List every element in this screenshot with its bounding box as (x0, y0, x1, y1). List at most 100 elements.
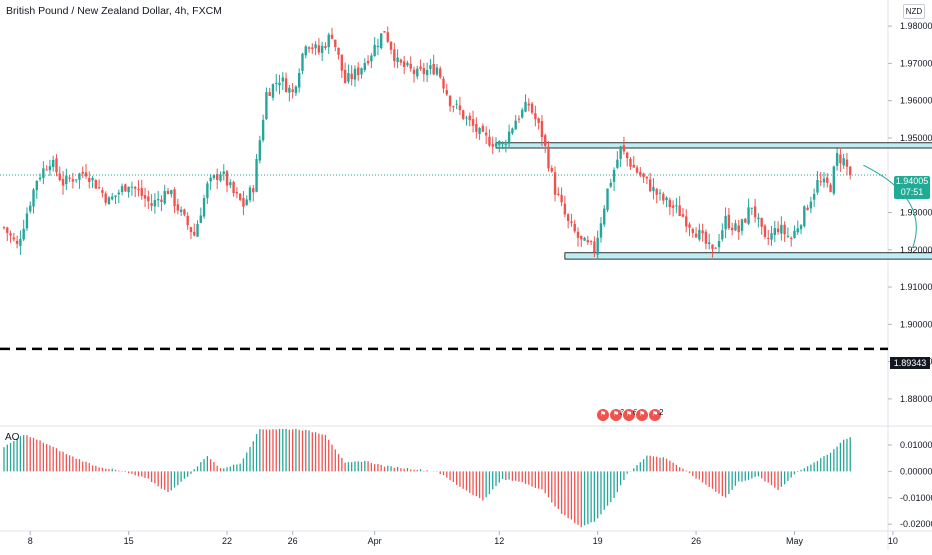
currency-badge[interactable]: NZD (903, 4, 925, 19)
candle-body (694, 233, 698, 238)
economic-events[interactable]: ⚑⚑3⚑6⚑⚑2 (596, 408, 666, 422)
candle-body (196, 223, 199, 237)
candle-body (566, 214, 570, 222)
zone-rectangle-2[interactable] (564, 252, 932, 260)
candle-body (12, 237, 16, 240)
candle-body (104, 193, 107, 203)
price-tick-label: 1.88000 (900, 394, 932, 404)
candle-body (406, 62, 409, 66)
candle-body (465, 117, 468, 119)
candle-body (524, 101, 527, 112)
price-tick-label: 1.91000 (900, 282, 932, 292)
candle-body (252, 188, 255, 193)
candle-body (166, 190, 170, 195)
candle-body (94, 179, 98, 189)
candle-body (393, 49, 396, 62)
candle-body (107, 197, 111, 205)
candle-body (517, 118, 521, 120)
candle-body (55, 158, 58, 173)
candle-body (708, 242, 711, 245)
candle-body (645, 176, 649, 179)
candle-body (491, 144, 494, 147)
candle-body (255, 158, 258, 192)
candle-body (399, 59, 403, 63)
candle-body (553, 172, 557, 195)
candle-body (42, 168, 45, 179)
candle-body (268, 92, 271, 96)
flag-icon[interactable]: ⚑ (648, 408, 662, 422)
candle-body (563, 203, 567, 215)
time-tick-label: 26 (288, 536, 298, 546)
candle-body (307, 47, 311, 49)
candle-body (173, 189, 176, 207)
candle-body (373, 44, 376, 57)
candle-body (111, 196, 114, 200)
candle-body (366, 60, 370, 64)
chart-title: British Pound / New Zealand Dollar, 4h, … (6, 5, 222, 17)
candle-body (819, 181, 822, 183)
candle-body (357, 67, 360, 76)
candle-body (452, 106, 455, 108)
candle-body (288, 87, 291, 93)
projection-arc[interactable] (863, 164, 917, 249)
candle-body (74, 179, 78, 181)
candle-body (609, 182, 612, 187)
candle-body (809, 201, 813, 209)
candle-body (445, 90, 448, 95)
candle-body (324, 46, 327, 48)
candle-body (140, 188, 143, 196)
candle-body (501, 143, 504, 145)
candle-body (711, 244, 714, 249)
time-tick-label: 12 (494, 536, 504, 546)
candle-body (530, 103, 534, 113)
candle-body (425, 70, 429, 76)
candle-body (19, 239, 22, 246)
candle-body (353, 68, 357, 80)
candle-body (606, 188, 609, 211)
candle-body (238, 193, 242, 200)
candle-body (619, 146, 622, 159)
candle-body (52, 159, 55, 167)
candle-body (760, 217, 763, 227)
ao-tick-label: -0.02000 (900, 519, 932, 529)
level-price-tag: 1.89343 (890, 357, 930, 369)
ao-tick-label: 0.00000 (900, 466, 932, 476)
candle-body (796, 228, 799, 233)
flag-icon[interactable]: ⚑ (596, 408, 610, 422)
candle-body (209, 177, 212, 182)
candle-body (97, 187, 101, 189)
candle-body (189, 227, 193, 233)
candle-body (68, 177, 71, 179)
candle-body (186, 215, 189, 226)
candle-body (603, 208, 606, 225)
candle-body (570, 221, 573, 223)
candle-body (832, 166, 836, 194)
ao-tick-label: 0.01000 (900, 440, 932, 450)
candle-body (389, 41, 393, 50)
candle-body (494, 143, 498, 147)
candle-body (212, 174, 216, 179)
event-count: 2 (659, 408, 664, 417)
candle-body (757, 217, 760, 220)
ao-indicator-label[interactable]: AO (5, 432, 20, 443)
candle-body (816, 179, 819, 193)
candle-body (468, 115, 471, 121)
candle-body (475, 124, 478, 132)
candle-body (665, 197, 668, 201)
candle-body (537, 118, 540, 123)
candle-body (783, 224, 786, 235)
flag-icon[interactable]: ⚑ (635, 408, 649, 422)
candle-body (688, 224, 691, 228)
candle-body (717, 241, 721, 248)
candle-body (560, 194, 563, 203)
candle-body (35, 180, 38, 191)
candle-body (216, 173, 219, 180)
flag-icon[interactable]: ⚑ (609, 408, 623, 422)
candle-body (691, 228, 694, 234)
zone-rectangle-1[interactable] (495, 142, 932, 149)
candle-body (448, 95, 452, 107)
time-tick-label: 19 (593, 536, 603, 546)
candle-body (668, 199, 672, 208)
